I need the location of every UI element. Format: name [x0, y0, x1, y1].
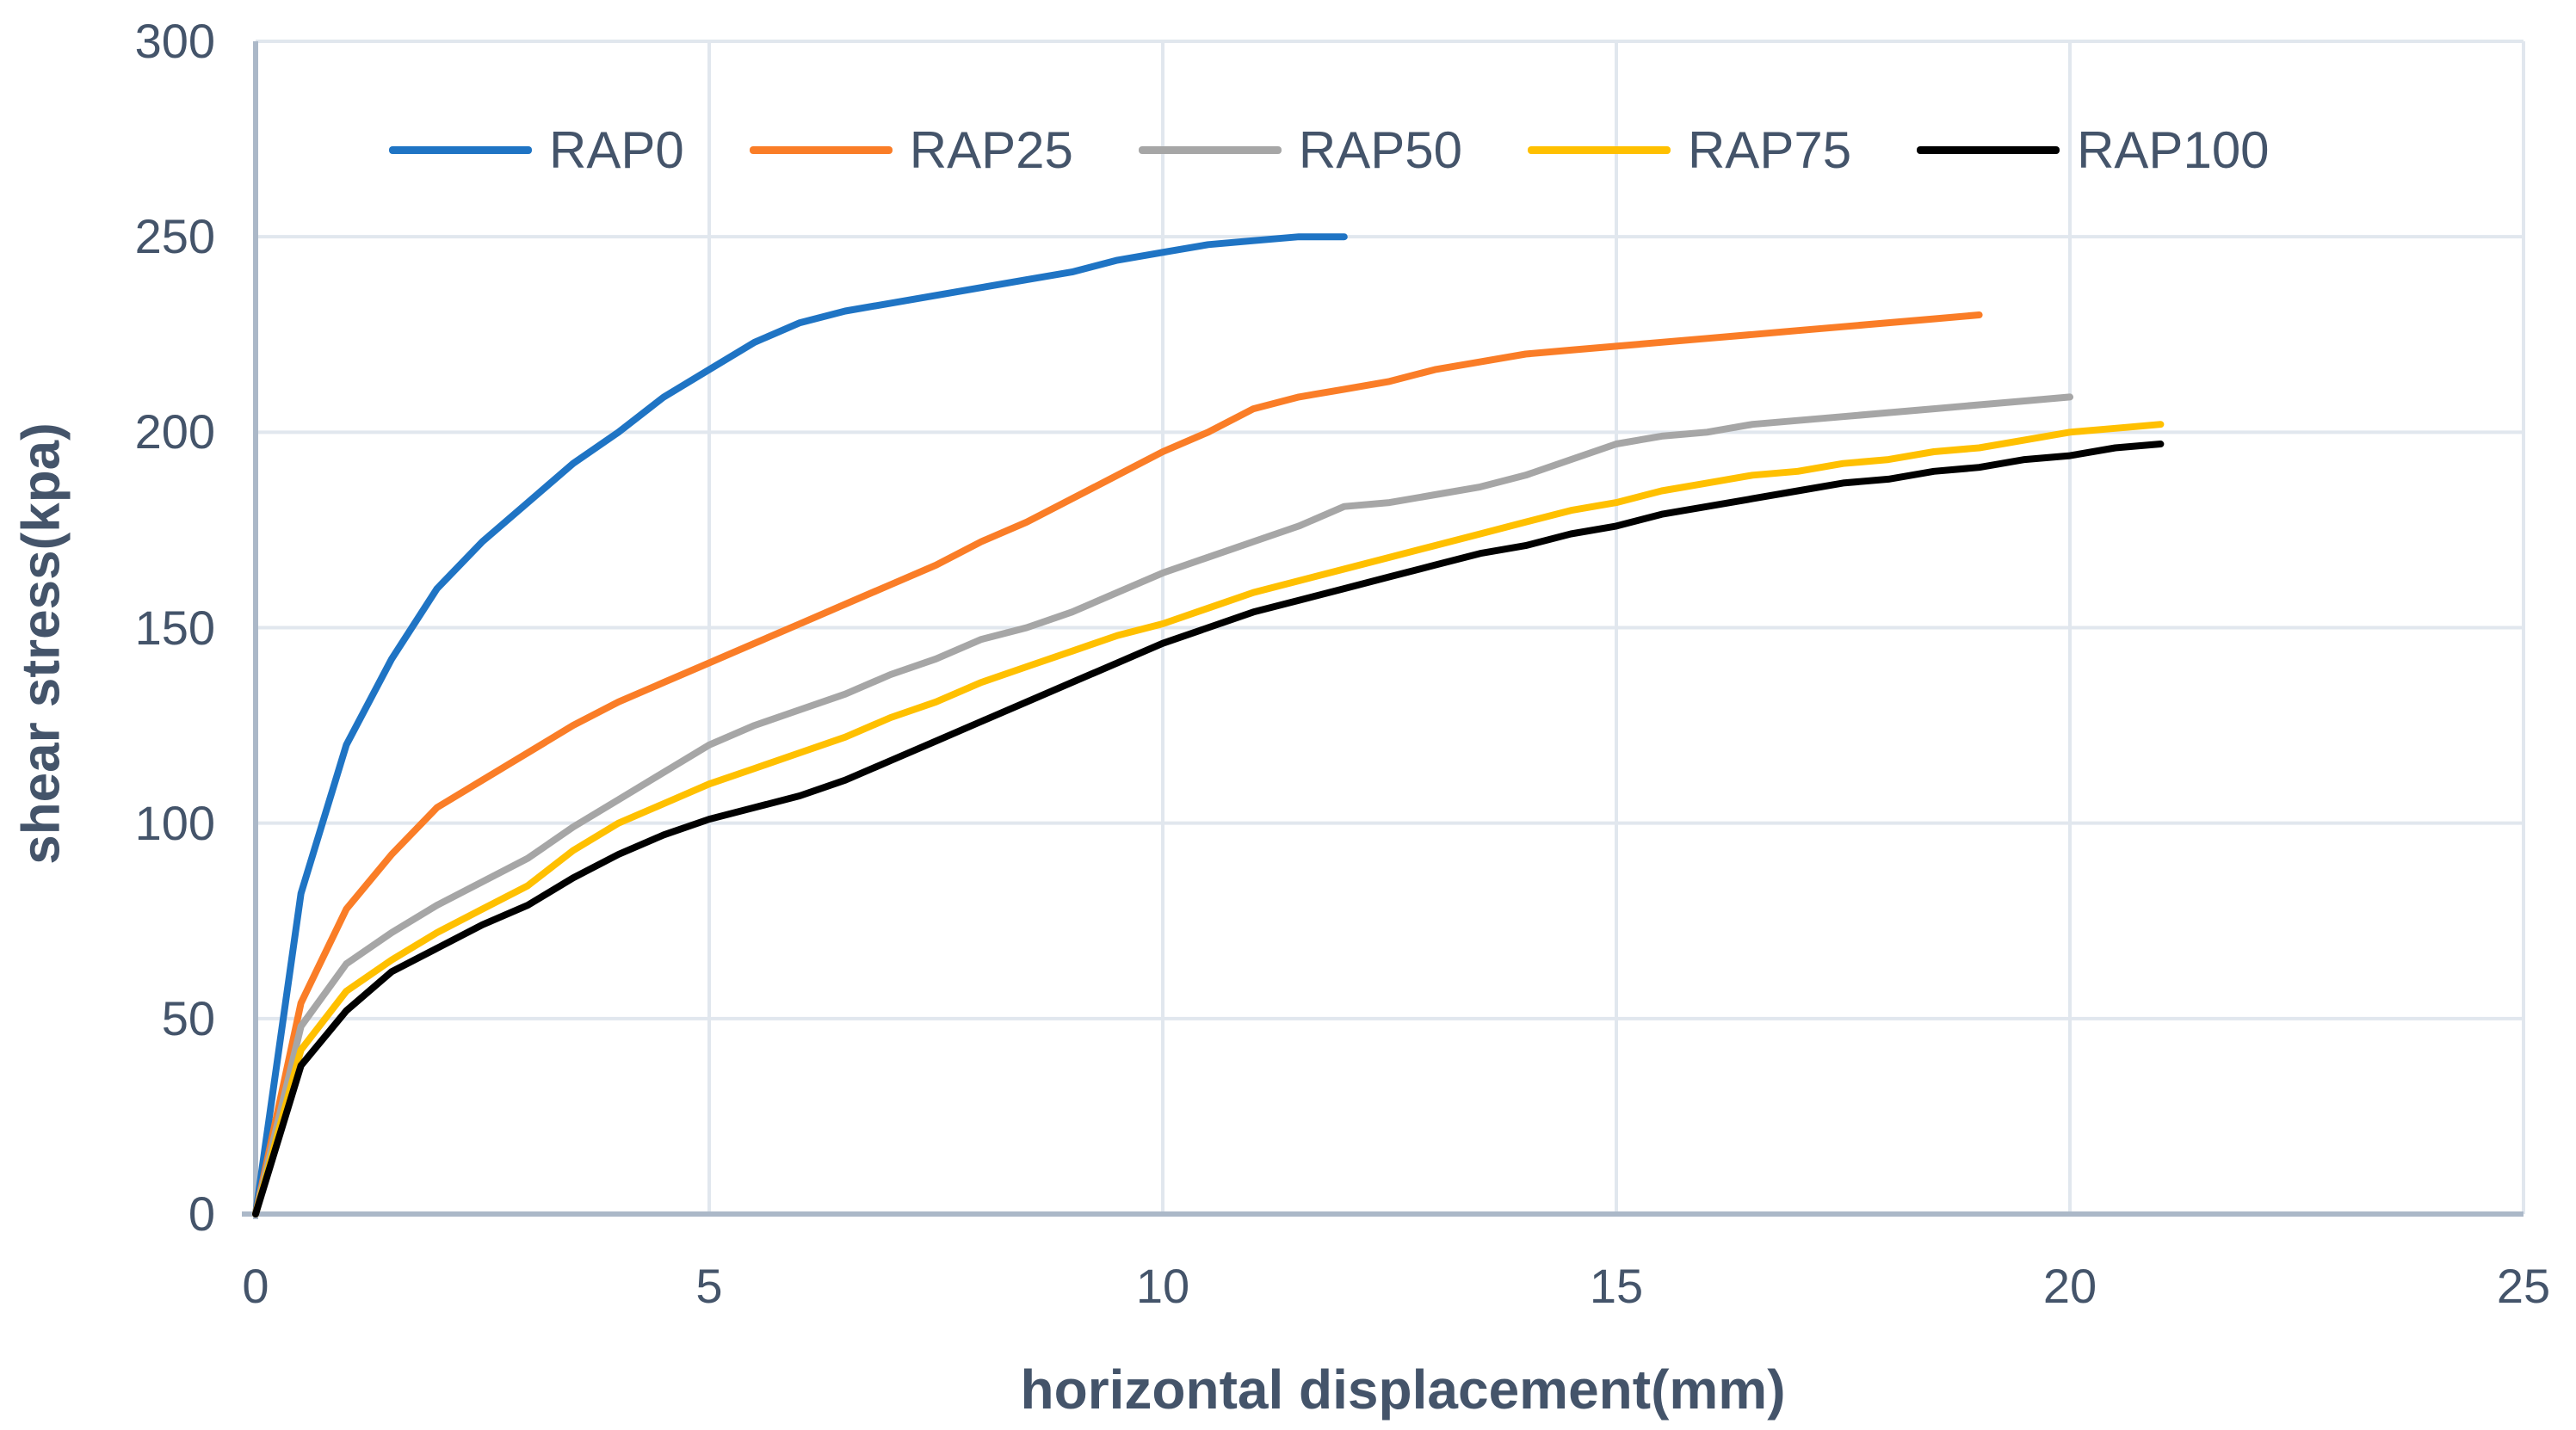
series-lines: [252, 233, 2165, 1217]
legend-label: RAP50: [1298, 121, 1462, 179]
x-tick-label: 10: [1135, 1259, 1190, 1313]
y-axis-title: shear stress(kpa): [11, 422, 71, 865]
x-axis-title: horizontal displacement(mm): [1020, 1359, 1786, 1421]
series-line-RAP100: [252, 441, 2165, 1217]
y-tick-label: 250: [134, 209, 215, 264]
legend-item-rap25: RAP25: [749, 120, 1073, 180]
y-tick-label: 300: [134, 14, 215, 68]
legend-item-rap75: RAP75: [1527, 120, 1852, 180]
legend-item-rap50: RAP50: [1138, 120, 1462, 180]
series-line-RAP25: [252, 311, 1983, 1217]
y-tick-label: 150: [134, 600, 215, 655]
legend: RAP0 RAP25 RAP50 RAP75 RAP100: [389, 120, 2270, 180]
legend-line-sample: [389, 146, 532, 154]
legend-label: RAP25: [909, 121, 1073, 179]
series-line-RAP0: [252, 233, 1348, 1217]
x-tick-label: 5: [695, 1259, 723, 1313]
legend-line-sample: [1917, 146, 2060, 154]
x-tick-label: 20: [2042, 1259, 2097, 1313]
legend-line-sample: [749, 146, 893, 154]
gridlines: [256, 40, 2525, 1214]
legend-item-rap0: RAP0: [389, 120, 684, 180]
legend-line-sample: [1138, 146, 1282, 154]
series-line-RAP50: [252, 393, 2073, 1217]
legend-label: RAP75: [1687, 121, 1852, 179]
legend-item-rap100: RAP100: [1917, 120, 2270, 180]
legend-label: RAP100: [2077, 121, 2270, 179]
series-line-RAP75: [252, 421, 2165, 1217]
y-tick-label: 50: [161, 990, 215, 1045]
y-tick-label: 0: [188, 1187, 215, 1241]
y-tick-label: 200: [134, 404, 215, 459]
legend-label: RAP0: [549, 121, 684, 179]
axis-lines: [242, 41, 2523, 1219]
x-tick-label: 25: [2496, 1259, 2551, 1313]
x-tick-label: 0: [242, 1259, 269, 1313]
legend-line-sample: [1527, 146, 1671, 154]
x-tick-label: 15: [1589, 1259, 1644, 1313]
y-tick-label: 100: [134, 795, 215, 850]
